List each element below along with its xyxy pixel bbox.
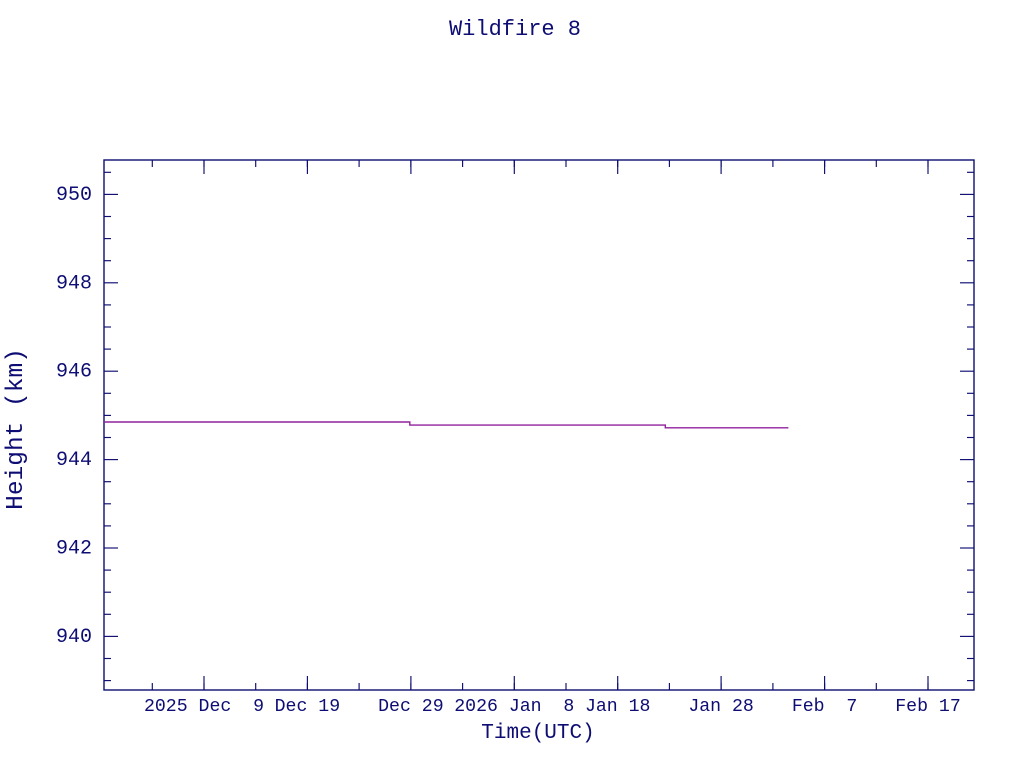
svg-text:946: 946 xyxy=(56,361,92,384)
svg-text:Feb 7: Feb 7 xyxy=(792,697,858,717)
svg-text:Jan 18: Jan 18 xyxy=(585,697,651,717)
svg-text:Dec 19: Dec 19 xyxy=(275,697,341,717)
svg-text:950: 950 xyxy=(56,184,92,207)
svg-text:Wildfire 8: Wildfire 8 xyxy=(449,17,581,42)
svg-text:Jan 28: Jan 28 xyxy=(688,697,754,717)
svg-text:940: 940 xyxy=(56,626,92,649)
svg-text:2026 Jan 8: 2026 Jan 8 xyxy=(454,697,574,717)
svg-text:948: 948 xyxy=(56,272,92,295)
svg-text:2025 Dec 9: 2025 Dec 9 xyxy=(144,697,264,717)
svg-text:Height (km): Height (km) xyxy=(3,348,30,510)
svg-text:942: 942 xyxy=(56,538,92,561)
svg-text:Dec 29: Dec 29 xyxy=(378,697,444,717)
svg-text:Feb 17: Feb 17 xyxy=(895,697,961,717)
svg-text:Time(UTC): Time(UTC) xyxy=(481,722,594,745)
svg-text:944: 944 xyxy=(56,449,92,472)
